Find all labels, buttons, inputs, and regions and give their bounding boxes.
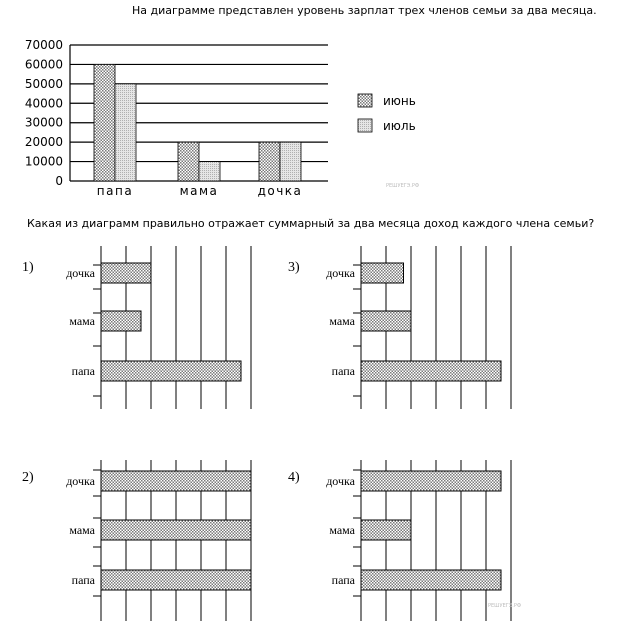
y-tick-label: 70000 bbox=[25, 38, 63, 52]
bar-july-2 bbox=[279, 141, 302, 182]
hbar-0 bbox=[360, 470, 502, 492]
category-label: дочка bbox=[66, 266, 95, 280]
question-top: На диаграмме представлен уровень зарплат… bbox=[132, 4, 597, 17]
option-number: 3) bbox=[288, 260, 300, 275]
hbar-0 bbox=[100, 470, 252, 492]
category-label: мама bbox=[329, 523, 355, 537]
hbar-2 bbox=[100, 569, 252, 591]
hbar-1 bbox=[360, 310, 412, 332]
y-tick-label: 60000 bbox=[25, 57, 63, 71]
bar-july-1 bbox=[198, 161, 221, 182]
y-tick-label: 50000 bbox=[25, 77, 63, 91]
y-tick-label: 30000 bbox=[25, 116, 63, 130]
bar-july-0 bbox=[114, 83, 137, 182]
category-label: папа bbox=[72, 364, 96, 378]
category-label: папа bbox=[72, 573, 96, 587]
y-tick-label: 0 bbox=[55, 174, 63, 188]
category-label: мама bbox=[329, 314, 355, 328]
legend-label: июнь bbox=[383, 94, 416, 108]
x-category-label: папа bbox=[97, 184, 133, 198]
hbar-1 bbox=[100, 310, 142, 332]
bar-june-1 bbox=[177, 141, 200, 182]
y-tick-label: 20000 bbox=[25, 135, 63, 149]
option-number: 4) bbox=[288, 470, 300, 485]
hbar-2 bbox=[360, 360, 502, 382]
watermark: РЕШУЕГЭ.РФ bbox=[386, 183, 420, 189]
hbar-0 bbox=[100, 262, 152, 284]
legend-swatch-0 bbox=[357, 93, 373, 108]
category-label: папа bbox=[332, 364, 356, 378]
category-label: мама bbox=[69, 523, 95, 537]
hbar-0 bbox=[360, 262, 404, 284]
y-tick-label: 10000 bbox=[25, 155, 63, 169]
category-label: дочка bbox=[66, 474, 95, 488]
legend-label: июль bbox=[383, 119, 416, 133]
category-label: папа bbox=[332, 573, 356, 587]
hbar-2 bbox=[100, 360, 242, 382]
hbar-1 bbox=[360, 519, 412, 541]
category-label: дочка bbox=[326, 474, 355, 488]
option-number: 1) bbox=[22, 260, 34, 275]
hbar-2 bbox=[360, 569, 502, 591]
x-category-label: дочка bbox=[258, 184, 303, 198]
bar-june-0 bbox=[93, 64, 116, 182]
legend-swatch-1 bbox=[357, 118, 373, 133]
watermark: РЕШУЕГЭ.РФ bbox=[488, 603, 522, 609]
option-number: 2) bbox=[22, 470, 34, 485]
x-category-label: мама bbox=[180, 184, 219, 198]
hbar-1 bbox=[100, 519, 252, 541]
question-bottom: Какая из диаграмм правильно отражает сум… bbox=[27, 217, 595, 230]
category-label: мама bbox=[69, 314, 95, 328]
category-label: дочка bbox=[326, 266, 355, 280]
bar-june-2 bbox=[258, 141, 281, 182]
y-tick-label: 40000 bbox=[25, 96, 63, 110]
